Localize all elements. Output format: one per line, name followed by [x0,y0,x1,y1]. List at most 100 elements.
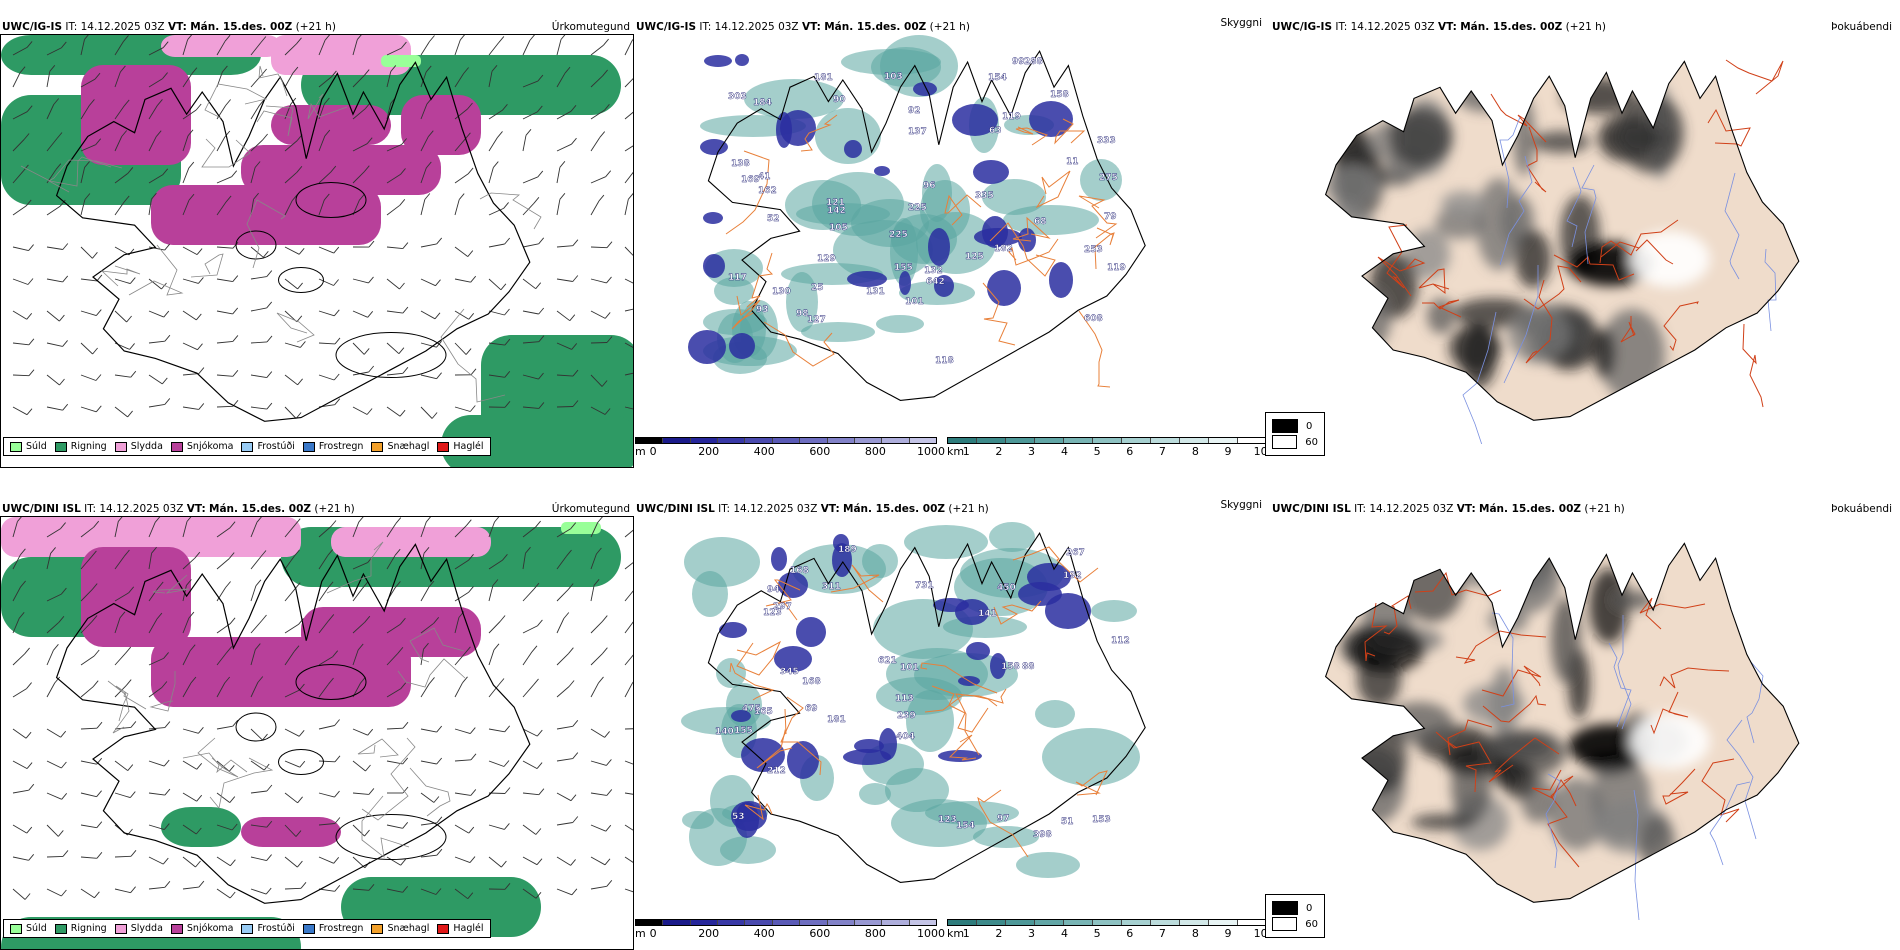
cloud-base-label: 450 [997,583,1016,593]
legend-item-2: Slydda [114,441,163,452]
it-value: 14.12.2025 03Z [99,503,184,515]
colorbar-step [745,438,773,443]
cloud-base-label: 90 [833,95,846,105]
colorbar-step [854,920,883,925]
cloud-base-label: 642 [926,277,945,287]
rivers [1491,612,1764,921]
colorbar-step [1209,920,1238,925]
legend-label: Súld [26,923,47,934]
cloud-base-label: 105 [829,223,848,233]
it-label: IT: [1335,21,1348,33]
fog-map-1 [1324,59,1800,444]
rain-area [161,807,241,847]
cloud-panel-2: UWC/DINI ISL IT: 14.12.2025 03Z VT: Mán.… [634,496,1270,950]
colorbar-tick: 8 [1191,445,1199,458]
colorbar-tick: 9 [1224,445,1232,458]
legend-item-6: Snæhagl [371,441,429,452]
glacier-outline [235,712,277,742]
legend-swatch [54,441,67,452]
colorbar-tick: 600 [809,445,831,458]
legend-swatch [371,923,384,934]
colorbar-step [663,920,691,925]
colorbar-tick: 7 [1158,927,1166,940]
cloud-base-label: 311 [822,582,841,592]
colorbar-step [1151,438,1180,443]
colorbar-boxes [947,919,1267,926]
cloud-base-label: 52 [767,214,780,224]
roads [1364,571,1740,868]
snow-area [81,547,191,647]
precip-map-2 [1,517,633,949]
colorbar-tick: 1000 [916,927,945,940]
colorbar-boxes [947,437,1267,444]
vt-value: Mán. 15.des. 00Z [209,503,312,515]
colorbar-tick: 400 [753,445,775,458]
legend-swatch [371,441,384,452]
cloud-base-label: 101 [905,297,924,307]
cloud-base-label: 154 [988,73,1007,83]
cloud-base-label: 96 [923,181,936,191]
glacier-outline [278,267,324,293]
snow-area [241,817,341,847]
cloud-base-label: 225 [908,203,927,213]
legend-label: Frostúði [257,441,295,452]
cloud-base-labels: 1681811016916521214039840426745088168345… [715,545,1130,840]
it-label: IT: [84,503,97,515]
legend-item-0: Súld [10,923,47,934]
colorbar-step [636,920,664,925]
colorbar-step [948,920,977,925]
colorbar-step [745,920,773,925]
vt-label: VT: [820,503,840,515]
colorbar-tick: 6 [1126,445,1134,458]
legend-item-1: Rigning [54,441,107,452]
glacier-outline [335,814,447,860]
precip-areas [1,517,621,949]
colorbar-step [1209,438,1238,443]
glacier-outline [278,749,324,775]
precip-panel-2: UWC/DINI ISL IT: 14.12.2025 03Z VT: Mán.… [0,496,634,950]
legend-swatch [10,441,22,452]
cloud-base-label: 275 [1099,173,1118,183]
cloud-base-label: 608 [1084,314,1103,324]
legend-swatch [10,923,22,934]
colorbar-step [1238,920,1266,925]
cloud-base-label: 79 [1104,212,1117,222]
legend-label: Snjókoma [186,923,234,934]
cloud-base-label: 93 [756,305,769,315]
legend-swatch [437,441,450,452]
cloud-base-label: 181 [814,73,833,83]
fog-legend-item-0: 0 [1272,419,1318,433]
vt-value: Mán. 15.des. 00Z [1479,503,1582,515]
coastline [707,50,1146,401]
cloud-base-label: 168 [802,677,821,687]
colorbar-step [827,438,855,443]
colorbar-tick: 4 [1060,445,1068,458]
vt-label: VT: [801,21,821,33]
cloud-base-label: 117 [728,273,747,283]
legend-swatch [114,441,127,452]
drizzle-area [561,522,601,534]
colorbar-tick: 600 [809,927,831,940]
colorbar-labels: km 1 2 3 4 5 6 7 8 9 10 [947,926,1268,940]
cloud-base-label: 25 [811,283,824,293]
vt-label: VT: [1437,21,1457,33]
ceiling-colorbar-1: m 0 200 400 600 800 1000 [635,437,945,458]
colorbar-step [772,920,801,925]
cloud-base-label: 181 [827,715,846,725]
sleet-area [1,517,301,557]
fog-legend-2: 0 60 [1265,894,1325,938]
cloud-base-label: 127 [807,315,826,325]
legend-label: Rigning [70,441,107,452]
fog-panel-2: UWC/DINI ISL IT: 14.12.2025 03Z VT: Mán.… [1265,496,1900,950]
colorbar-step [1035,438,1064,443]
colorbar-step [800,920,828,925]
legend-item-4: Frostúði [241,441,295,452]
cloud-base-label: 98 [796,309,809,319]
colorbar-step [1064,438,1093,443]
it-label: IT: [65,21,78,33]
colorbar-tick: 10 [1253,445,1268,458]
colorbar-step [1122,920,1151,925]
fog-legend-swatch [1272,917,1298,931]
colorbar-step [1122,438,1151,443]
colorbar-tick: 800 [864,445,886,458]
